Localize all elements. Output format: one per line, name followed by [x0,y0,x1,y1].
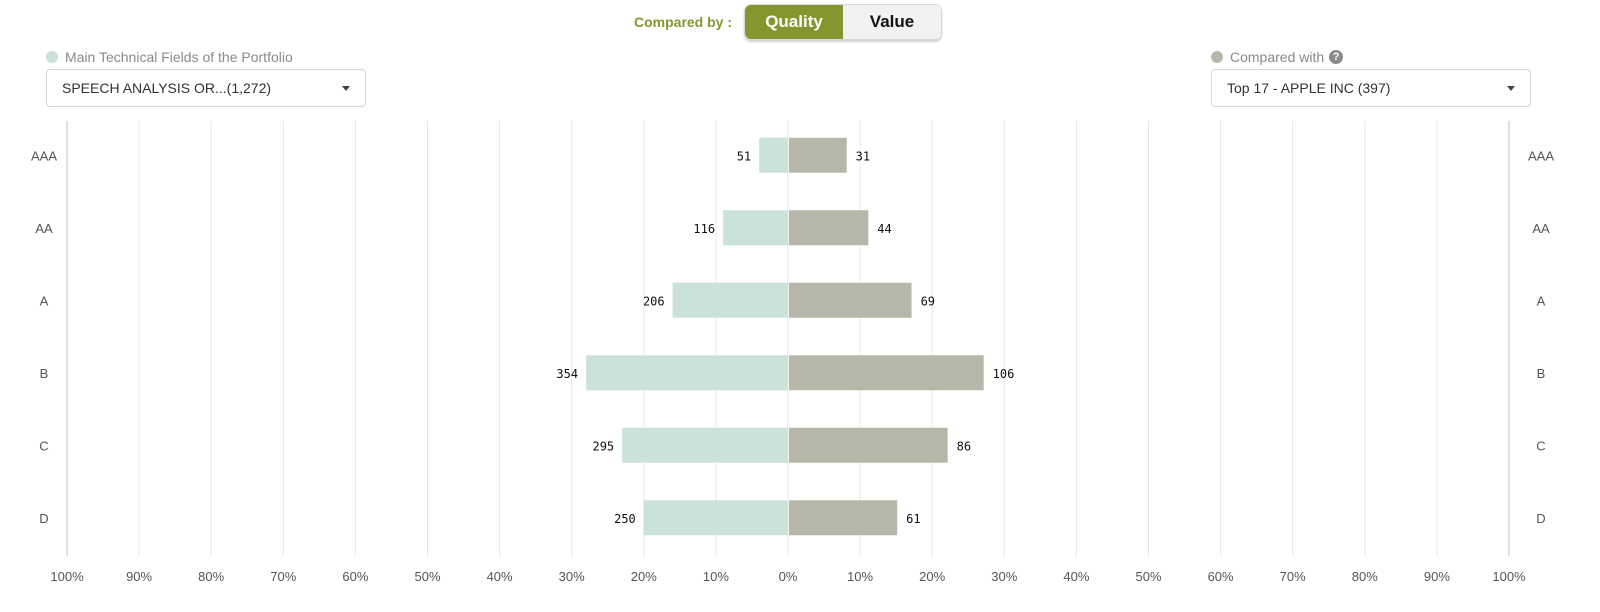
category-label-right: A [1537,293,1546,308]
compared-by-toggle: Compared by : Quality Value [634,4,943,40]
right-bar [789,355,984,391]
x-tick-label: 10% [847,569,873,584]
category-label-right: B [1537,366,1546,381]
category-label-left: D [39,511,48,526]
compared-with-select[interactable]: Top 17 - APPLE INC (397) [1211,69,1531,107]
compared-with-select-value: Top 17 - APPLE INC (397) [1227,80,1391,96]
right-bar [789,137,847,173]
right-legend: Compared with ? [1211,49,1344,65]
left-bar [622,427,788,463]
right-bar [789,210,869,246]
left-bar [586,355,788,391]
x-tick-label: 50% [1135,569,1161,584]
x-tick-label: 100% [50,569,84,584]
right-legend-label: Compared with [1230,49,1325,65]
left-bar [759,137,788,173]
x-tick-label: 80% [1352,569,1378,584]
x-tick-label: 100% [1492,569,1526,584]
left-bar [672,282,788,318]
quality-button[interactable]: Quality [745,5,844,39]
category-label-left: C [39,438,48,453]
x-tick-label: 40% [487,569,513,584]
category-label-right: AA [1532,221,1550,236]
left-bar [723,210,788,246]
chevron-down-icon [342,86,350,91]
category-label-left: B [40,366,49,381]
right-bar [789,500,898,536]
right-bar-value-label: 106 [993,367,1015,381]
x-tick-label: 80% [198,569,224,584]
right-bar-value-label: 31 [856,149,870,163]
left-legend-dot [46,51,58,63]
left-legend: Main Technical Fields of the Portfolio [46,49,293,65]
value-button[interactable]: Value [843,5,942,39]
compare-mode-segmented-control: Quality Value [744,4,943,40]
category-label-right: C [1536,438,1545,453]
x-tick-label: 70% [270,569,296,584]
chevron-down-icon [1507,86,1515,91]
x-tick-label: 50% [414,569,440,584]
x-tick-label: 30% [991,569,1017,584]
right-bar-value-label: 44 [877,222,891,236]
left-bar-value-label: 51 [737,149,751,163]
x-tick-label: 20% [919,569,945,584]
portfolio-field-select-value: SPEECH ANALYSIS OR...(1,272) [62,80,272,96]
x-tick-label: 60% [342,569,368,584]
left-bar-value-label: 116 [693,222,715,236]
right-bar [789,282,912,318]
x-tick-label: 90% [1424,569,1450,584]
left-bar-value-label: 295 [592,439,614,453]
category-label-left: AAA [31,148,57,163]
portfolio-field-select[interactable]: SPEECH ANALYSIS OR...(1,272) [46,69,366,107]
category-label-right: AAA [1528,148,1554,163]
category-label-left: AA [35,221,53,236]
right-bar-value-label: 86 [957,439,971,453]
x-tick-label: 30% [559,569,585,584]
x-tick-label: 70% [1280,569,1306,584]
x-tick-label: 20% [631,569,657,584]
x-tick-label: 40% [1063,569,1089,584]
question-circle-icon[interactable]: ? [1329,50,1344,64]
right-bar [789,427,948,463]
category-label-right: D [1536,511,1545,526]
left-bar-value-label: 206 [643,294,665,308]
x-tick-label: 0% [779,569,798,584]
left-bar-value-label: 354 [556,367,578,381]
category-label-left: A [40,293,49,308]
compared-by-label: Compared by : [634,14,733,30]
left-bar [643,500,788,536]
right-legend-dot [1211,51,1223,63]
left-legend-label: Main Technical Fields of the Portfolio [65,49,293,65]
right-bar-value-label: 69 [921,294,935,308]
right-bar-value-label: 61 [906,512,920,526]
x-tick-label: 10% [703,569,729,584]
left-bar-value-label: 250 [614,512,636,526]
x-tick-label: 90% [126,569,152,584]
x-tick-label: 60% [1208,569,1234,584]
